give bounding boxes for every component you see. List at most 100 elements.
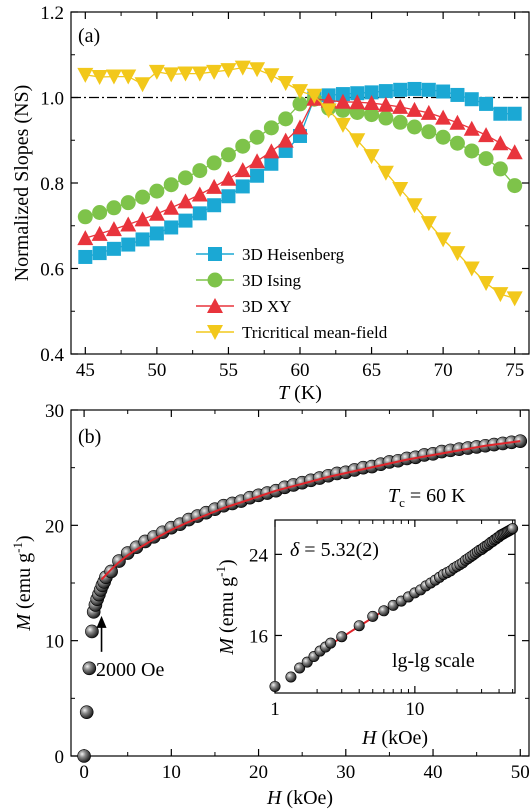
- data-point: [178, 170, 193, 186]
- data-point: [478, 276, 495, 292]
- inset-data-point: [336, 631, 348, 643]
- panel-b-xlabel: H (kOe): [266, 787, 333, 809]
- data-point: [92, 246, 107, 261]
- panel-b-ticks: 0 10 20 30 40 50 0 10 20 30: [45, 401, 530, 783]
- data-point: [464, 92, 479, 107]
- inset-data-point: [507, 523, 519, 535]
- inset-delta: δ = 5.32(2): [290, 539, 379, 561]
- data-point: [120, 69, 137, 85]
- data-point: [435, 232, 452, 248]
- inset-x-tick-label: 1: [270, 699, 280, 720]
- panel-b-ylabel: M (emu g-1): [10, 535, 35, 631]
- data-point: [478, 151, 494, 167]
- data-point: [492, 135, 509, 151]
- data-point: [135, 232, 150, 247]
- y-tick-label: 10: [45, 632, 64, 653]
- data-point: [378, 110, 394, 126]
- data-point: [263, 120, 279, 136]
- inset-y-tick-label: 16: [249, 626, 268, 647]
- data-point: [220, 63, 237, 79]
- data-point: [364, 85, 379, 100]
- panel-b-frame: [70, 409, 530, 757]
- data-point: [449, 246, 466, 262]
- panel-a-xlabel: T (K): [278, 382, 322, 404]
- field-annotation: 2000 Oe: [96, 659, 164, 681]
- data-point: [420, 216, 437, 232]
- x-tick-label: 60: [291, 360, 310, 381]
- fit-curve: [100, 440, 521, 581]
- data-point: [449, 135, 465, 151]
- legend-label: 3D Ising: [242, 271, 302, 290]
- panel-b-label: (b): [78, 426, 101, 448]
- inset-data-point: [269, 680, 281, 692]
- data-point: [178, 213, 193, 228]
- data-point: [120, 195, 136, 211]
- data-point: [134, 77, 151, 93]
- data-point: [392, 114, 408, 130]
- inset-data-point: [367, 610, 379, 622]
- data-point: [149, 226, 164, 241]
- data-point: [406, 198, 423, 214]
- data-point: [235, 138, 251, 154]
- data-point: [377, 165, 394, 181]
- inset-x-tick-label: 10: [405, 699, 424, 720]
- data-point: [306, 88, 323, 104]
- tc-annotation: Tc = 60 K: [388, 485, 466, 510]
- data-point: [478, 127, 495, 143]
- data-point: [450, 87, 465, 102]
- data-point: [435, 129, 451, 145]
- data-point: [249, 62, 266, 78]
- data-point: [120, 216, 137, 232]
- panel-a-ticks: 45 50 55 60 65 70 75 0.4 0.6 0.8 1.0 1.2: [40, 3, 529, 381]
- legend-label: Tricritical mean-field: [242, 323, 388, 342]
- data-point: [406, 101, 423, 117]
- data-point: [163, 199, 180, 215]
- data-point: [249, 129, 265, 145]
- y-tick-label: 0.6: [40, 260, 64, 281]
- y-tick-label: 0: [55, 747, 65, 768]
- x-tick-label: 10: [162, 762, 181, 783]
- legend-marker: [207, 298, 223, 313]
- legend-marker: [208, 247, 222, 261]
- data-point: [264, 156, 279, 171]
- data-point: [378, 84, 393, 99]
- x-tick-label: 70: [434, 360, 453, 381]
- data-point: [263, 68, 280, 84]
- data-point: [104, 564, 118, 579]
- data-point: [77, 230, 94, 246]
- data-point: [85, 624, 99, 639]
- y-tick-label: 1.2: [40, 3, 64, 24]
- data-point: [77, 209, 93, 225]
- data-point: [106, 241, 121, 256]
- data-point: [78, 249, 93, 264]
- data-point: [249, 153, 266, 169]
- legend-label: 3D Heisenberg: [242, 245, 345, 264]
- data-point: [148, 64, 165, 80]
- x-tick-label: 55: [219, 360, 238, 381]
- data-point: [263, 143, 280, 159]
- panel-a-series: [77, 60, 523, 307]
- legend-marker: [207, 272, 223, 288]
- x-tick-label: 0: [79, 762, 89, 783]
- data-point: [91, 225, 108, 241]
- data-point: [506, 291, 523, 307]
- inset-ticks: 1 10 16 24: [249, 520, 515, 720]
- inset-data-point: [294, 662, 306, 674]
- data-point: [292, 119, 308, 135]
- data-point: [463, 261, 480, 277]
- data-point: [164, 220, 179, 235]
- data-point: [407, 81, 422, 96]
- field-arrow: [96, 615, 107, 652]
- data-point: [435, 109, 452, 125]
- data-point: [349, 133, 366, 149]
- data-point: [177, 66, 194, 82]
- data-point: [206, 64, 223, 80]
- data-point: [91, 69, 108, 85]
- data-point: [106, 200, 122, 216]
- data-point: [92, 204, 108, 220]
- data-point: [121, 237, 136, 252]
- y-tick-label: 30: [45, 401, 64, 422]
- inset-y-tick-label: 24: [249, 545, 269, 566]
- panel-a-legend: 3D Heisenberg 3D Ising 3D XY Tricritical me…: [196, 245, 388, 342]
- x-tick-label: 75: [505, 360, 524, 381]
